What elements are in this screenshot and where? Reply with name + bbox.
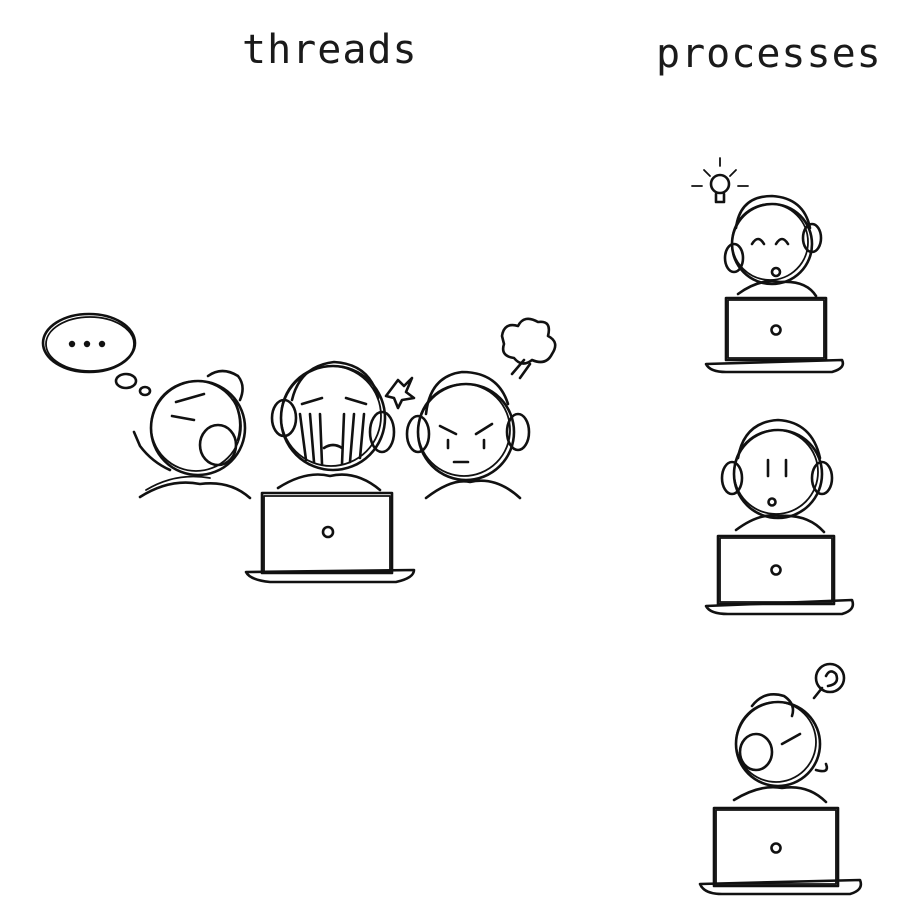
- laptop-icon: [698, 806, 863, 896]
- thought-bubble-icon: [41, 312, 152, 397]
- laptop-icon: [244, 491, 416, 584]
- laptop-icon: [704, 534, 855, 616]
- anger-vein-icon: [384, 376, 416, 410]
- thread-person-right: [405, 370, 531, 500]
- lightbulb-icon: [691, 157, 749, 204]
- threads-group: [41, 312, 557, 584]
- thread-person-middle: [270, 360, 396, 492]
- process-person-1: [723, 194, 823, 298]
- thread-person-left: [132, 369, 252, 500]
- threads-title: threads: [242, 27, 418, 73]
- process-person-2: [720, 418, 834, 534]
- process-person-3: [732, 693, 829, 804]
- laptop-icon: [704, 296, 845, 374]
- swirl-icon: [812, 662, 846, 700]
- steam-puff-icon: [500, 317, 557, 380]
- processes-title: processes: [656, 31, 882, 77]
- processes-group: [691, 157, 863, 896]
